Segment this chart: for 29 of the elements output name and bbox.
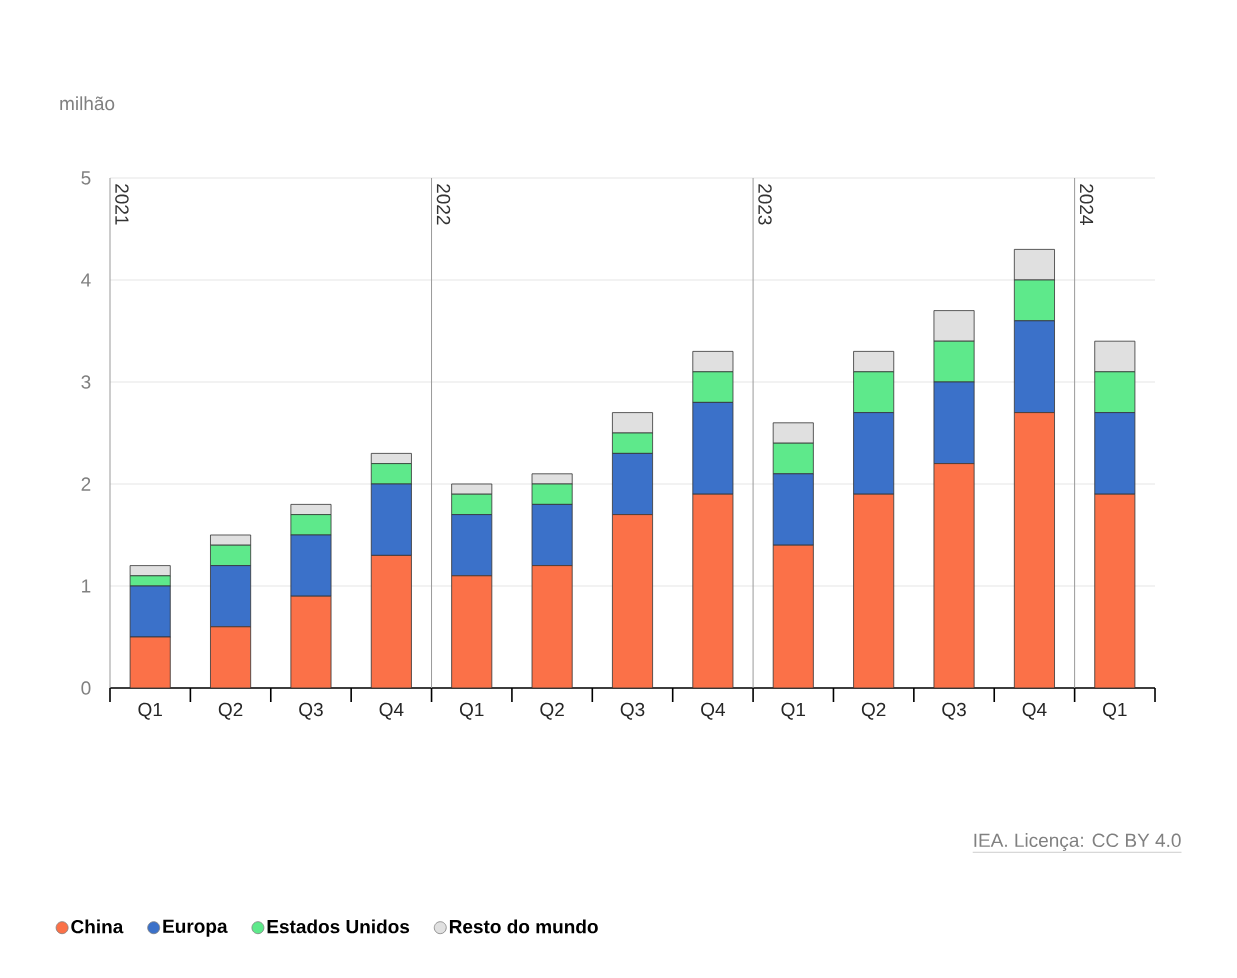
legend-label: Europa [163, 919, 228, 937]
x-tick-label: Q1 [138, 702, 162, 720]
x-tick-label: Q3 [620, 702, 645, 720]
annotation: 2021 [115, 184, 129, 225]
y-tick-label: 3 [81, 375, 91, 389]
y-tick-label: 2 [81, 477, 91, 491]
annotation: 2023 [758, 184, 772, 225]
y-tick-label: 4 [81, 273, 91, 287]
x-tick-label: Q4 [1022, 702, 1047, 720]
x-tick-label: Q2 [861, 702, 886, 720]
text: IEA. Licença: CC BY 4.0 [974, 833, 1181, 851]
x-tick-label: Q2 [218, 702, 243, 720]
annotation: 2022 [436, 184, 451, 225]
x-tick-label: Q2 [540, 702, 564, 720]
x-tick-label: Q3 [942, 702, 966, 720]
x-tick-label: Q1 [459, 702, 484, 720]
y-tick-label: 0 [81, 681, 91, 695]
annotation: 2024 [1079, 184, 1094, 225]
y-axis-title: milhão [60, 96, 115, 111]
legend-label: Resto do mundo [449, 919, 598, 934]
x-tick-label: Q3 [299, 702, 323, 720]
x-tick-label: Q1 [781, 702, 806, 720]
legend-label: Estados Unidos [267, 919, 410, 934]
y-tick-label: 1 [82, 579, 91, 593]
y-tick-label: 5 [81, 171, 91, 185]
x-tick-label: Q4 [379, 702, 404, 720]
legend-label: China [71, 919, 124, 934]
x-tick-label: Q1 [1103, 702, 1127, 720]
x-tick-label: Q4 [701, 702, 726, 720]
